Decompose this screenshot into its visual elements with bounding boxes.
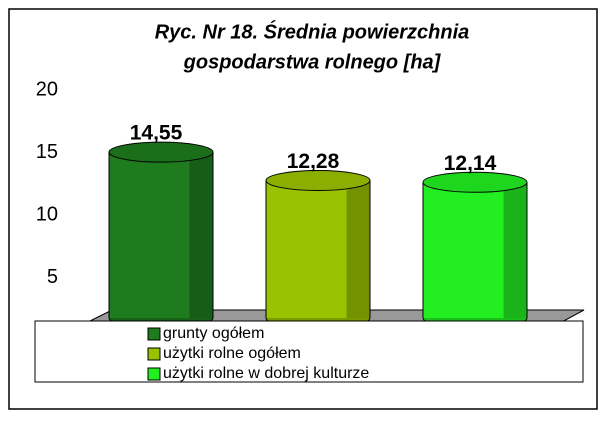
bar-shade: [189, 152, 213, 318]
y-tick-label: 5: [47, 266, 58, 288]
data-label: 12,14: [444, 152, 497, 175]
y-tick-label: 20: [36, 78, 58, 100]
bar-top: [422, 171, 528, 193]
legend-label: użytki rolne w dobrej kulturze: [163, 365, 369, 382]
legend-swatch: [147, 327, 161, 341]
legend-swatch: [147, 347, 161, 361]
legend-label: grunty ogółem: [163, 325, 264, 342]
bar-top: [265, 170, 371, 191]
y-tick-label: 10: [36, 203, 58, 225]
bar-shade: [503, 182, 527, 318]
legend-box: [34, 320, 584, 383]
legend-label: użytki rolne ogółem: [163, 345, 301, 362]
chart-title: Ryc. Nr 18. Średnia powierzchnia: [155, 19, 470, 43]
data-label: 12,28: [287, 150, 340, 173]
data-label: 14,55: [130, 122, 183, 145]
legend-swatch: [147, 367, 161, 381]
bar-top: [108, 141, 214, 163]
bar-shade: [346, 180, 370, 318]
y-tick-label: 15: [36, 141, 58, 163]
chart-title: gospodarstwa rolnego [ha]: [183, 51, 442, 73]
